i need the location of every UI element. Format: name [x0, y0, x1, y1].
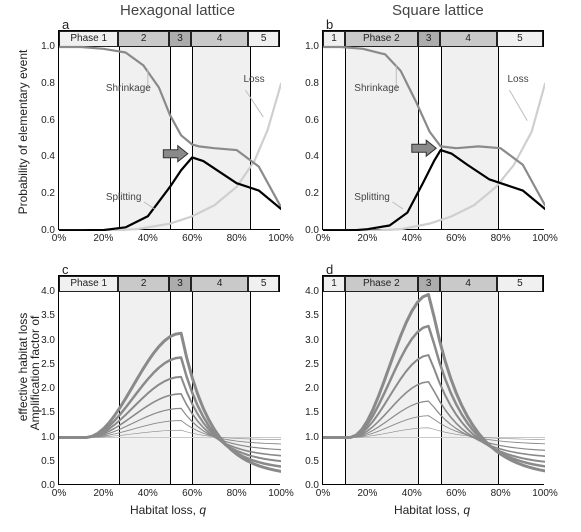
annotation-label: Shrinkage	[354, 83, 399, 94]
plot-svg	[59, 276, 281, 486]
ytick-label: 0.8	[31, 78, 55, 89]
xtick-label: 100%	[267, 233, 295, 244]
xtick-label: 100%	[531, 488, 559, 499]
ytick-label: 3.5	[31, 310, 55, 321]
panel-a: Phase 12345ShrinkageSplittingLoss0.00.20…	[58, 30, 280, 230]
ytick-label: 1.0	[31, 41, 55, 52]
xtick-label: 0%	[45, 233, 73, 244]
ylabel-top: Probability of elementary event	[16, 32, 30, 232]
xtick-label: 20%	[353, 233, 381, 244]
xtick-label: 80%	[223, 233, 251, 244]
ytick-label: 0.4	[31, 151, 55, 162]
ytick-label: 0.6	[31, 115, 55, 126]
xlabel-c-text: Habitat loss, q	[130, 503, 206, 517]
ytick-label: 2.5	[295, 359, 319, 370]
xlabel-d-text: Habitat loss, q	[394, 503, 470, 517]
ytick-label: 4.0	[31, 286, 55, 297]
ytick-label: 4.0	[295, 286, 319, 297]
xtick-label: 100%	[531, 233, 559, 244]
xtick-label: 40%	[134, 233, 162, 244]
xtick-label: 40%	[398, 233, 426, 244]
ytick-label: 0.5	[31, 456, 55, 467]
xtick-label: 20%	[89, 233, 117, 244]
ytick-label: 1.0	[31, 432, 55, 443]
ytick-label: 0.2	[31, 188, 55, 199]
ytick-label: 1.0	[295, 41, 319, 52]
ytick-label: 2.0	[31, 383, 55, 394]
xlabel-d: Habitat loss, q	[382, 503, 482, 517]
ytick-label: 1.5	[295, 407, 319, 418]
annotation-label: Loss	[243, 74, 264, 85]
xlabel-c: Habitat loss, q	[118, 503, 218, 517]
ytick-label: 0.6	[295, 115, 319, 126]
ytick-label: 1.5	[31, 407, 55, 418]
ytick-label: 3.0	[31, 335, 55, 346]
xtick-label: 0%	[45, 488, 73, 499]
ytick-label: 3.5	[295, 310, 319, 321]
xtick-label: 0%	[309, 233, 337, 244]
xtick-label: 40%	[134, 488, 162, 499]
xtick-label: 0%	[309, 488, 337, 499]
annotation-label: Shrinkage	[106, 83, 151, 94]
xtick-label: 80%	[223, 488, 251, 499]
ytick-label: 2.0	[295, 383, 319, 394]
xtick-label: 60%	[178, 488, 206, 499]
xtick-label: 60%	[442, 488, 470, 499]
annotation-label: Loss	[507, 74, 528, 85]
xtick-label: 80%	[487, 488, 515, 499]
xtick-label: 100%	[267, 488, 295, 499]
panel-b: 1Phase 2345ShrinkageSplittingLoss0.00.20…	[322, 30, 544, 230]
xtick-label: 20%	[89, 488, 117, 499]
col-title-left: Hexagonal lattice	[120, 2, 235, 19]
panel-d: 1Phase 23450.00.51.01.52.02.53.03.54.00%…	[322, 275, 544, 485]
xtick-label: 20%	[353, 488, 381, 499]
xtick-label: 40%	[398, 488, 426, 499]
ytick-label: 0.2	[295, 188, 319, 199]
annotation-label: Splitting	[106, 192, 142, 203]
ytick-label: 1.0	[295, 432, 319, 443]
xtick-label: 60%	[178, 233, 206, 244]
plot-svg	[59, 31, 281, 231]
ylabel-bottom-line2: effective habitat loss	[16, 282, 30, 452]
plot-svg	[323, 276, 545, 486]
ytick-label: 0.5	[295, 456, 319, 467]
ytick-label: 0.4	[295, 151, 319, 162]
annotation-label: Splitting	[354, 192, 390, 203]
ytick-label: 3.0	[295, 335, 319, 346]
xtick-label: 80%	[487, 233, 515, 244]
panel-c: Phase 123450.00.51.01.52.02.53.03.54.00%…	[58, 275, 280, 485]
xtick-label: 60%	[442, 233, 470, 244]
ytick-label: 2.5	[31, 359, 55, 370]
col-title-right: Square lattice	[392, 2, 484, 19]
ytick-label: 0.8	[295, 78, 319, 89]
